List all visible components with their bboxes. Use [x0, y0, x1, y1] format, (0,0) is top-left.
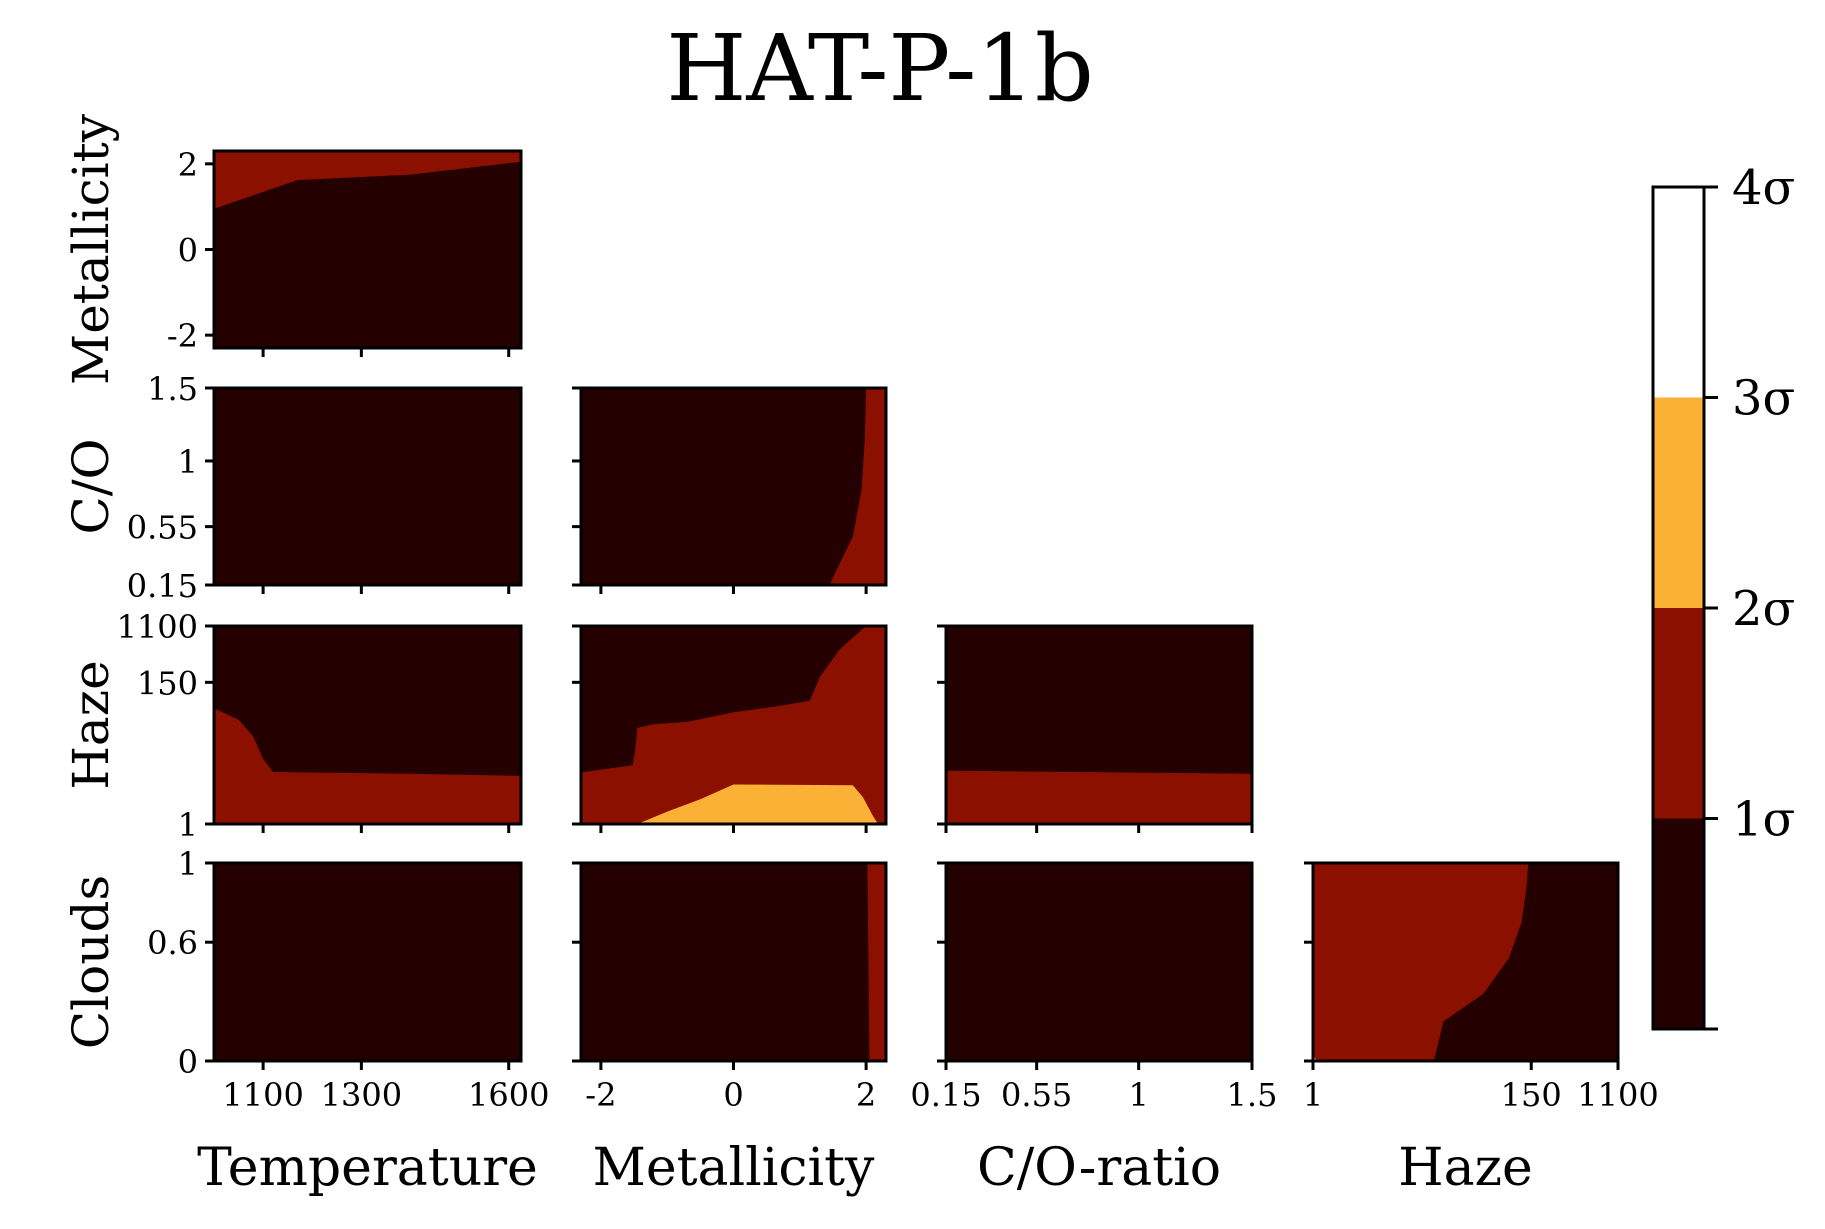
- panel-haze-vs-temp: 1 150 1100: [117, 608, 523, 844]
- sigma-1-region: [867, 863, 886, 1061]
- y-tick-label: 1: [178, 806, 198, 844]
- column-label-haze: Haze: [1398, 1138, 1533, 1198]
- panel-frame: [944, 624, 1254, 826]
- y-tick-label: 2: [178, 146, 198, 184]
- panel-frame: [1311, 861, 1620, 1063]
- colorbar-band: [1653, 608, 1704, 819]
- panel-background: [214, 388, 521, 585]
- x-tick-label: 150: [1501, 1076, 1562, 1114]
- y-tick-label: 0: [178, 232, 198, 270]
- panel-background: [581, 388, 886, 585]
- row-label-met: Metallicity: [62, 113, 120, 385]
- colorbar-band: [1653, 187, 1704, 398]
- panel-co-vs-met: [572, 386, 888, 594]
- colorbar-band: [1653, 397, 1704, 608]
- panel-frame: [212, 386, 523, 587]
- panel-haze-vs-met: [572, 624, 888, 833]
- y-tick-label: 0: [178, 1043, 198, 1081]
- x-tick-label: 1100: [222, 1076, 303, 1114]
- x-tick-label: 1.5: [1227, 1076, 1278, 1114]
- column-label-co: C/O-ratio: [977, 1138, 1221, 1198]
- y-tick-label: 0.6: [147, 924, 198, 962]
- panel-met-vs-temp: -2 0 2: [167, 146, 523, 357]
- sigma-1-region: [214, 151, 521, 209]
- panel-clouds-vs-met: -2 0 2: [572, 861, 888, 1114]
- column-label-temp: Temperature: [197, 1138, 538, 1198]
- colorbar-tick-label: 3σ: [1732, 371, 1795, 427]
- panel-frame: [944, 861, 1254, 1063]
- panel-frame: [212, 861, 523, 1063]
- sigma-2-region: [637, 784, 878, 824]
- y-tick-label: 1: [178, 845, 198, 883]
- x-tick-label: 1600: [468, 1076, 549, 1114]
- y-tick-label: 1.5: [147, 370, 198, 408]
- panel-haze-vs-co: [937, 624, 1254, 833]
- colorbar-tick-label: 4σ: [1732, 160, 1795, 216]
- panel-clouds-vs-haze: 1 150 1100: [1303, 861, 1659, 1114]
- chart-title: HAT-P-1b: [666, 15, 1094, 122]
- column-label-met: Metallicity: [593, 1138, 875, 1198]
- colorbar-tick-label: 2σ: [1732, 581, 1795, 637]
- x-tick-label: 1: [1303, 1076, 1323, 1114]
- colorbar-band: [1653, 818, 1704, 1029]
- panel-background: [214, 863, 521, 1061]
- panel-clouds-vs-temp: 0 0.6 1 1100 1300 1600: [147, 845, 549, 1114]
- y-tick-label: 0.55: [127, 509, 198, 547]
- row-label-clouds: Clouds: [62, 875, 120, 1049]
- y-tick-label: -2: [167, 317, 198, 355]
- row-label-haze: Haze: [62, 660, 120, 789]
- sigma-1-region: [1313, 863, 1529, 1061]
- panel-background: [581, 863, 886, 1061]
- panel-co-vs-temp: 0.15 0.55 1 1.5: [127, 370, 523, 605]
- sigma-1-region: [581, 626, 886, 824]
- x-tick-label: -2: [585, 1076, 616, 1114]
- panel-clouds-vs-co: 0.15 0.55 1 1.5: [910, 861, 1278, 1114]
- y-tick-label: 1: [178, 443, 198, 481]
- y-tick-label: 0.15: [127, 567, 198, 605]
- corner-panels: -2 0 2 0.15 0.55 1 1.5 1 150 1100 0 0.6 1 1100 1300 160…: [62, 113, 1659, 1198]
- x-tick-label: 1: [1128, 1076, 1148, 1114]
- sigma-1-region: [946, 770, 1252, 824]
- panel-frame: [212, 624, 523, 826]
- sigma-1-region: [214, 708, 521, 824]
- colorbar-tick-label: 1σ: [1732, 792, 1795, 848]
- x-tick-label: 0.15: [910, 1076, 981, 1114]
- panel-background: [946, 863, 1252, 1061]
- y-tick-label: 1100: [117, 608, 198, 646]
- x-tick-label: 2: [856, 1076, 876, 1114]
- y-tick-label: 150: [137, 664, 198, 702]
- x-tick-label: 1300: [321, 1076, 402, 1114]
- x-tick-label: 1100: [1577, 1076, 1658, 1114]
- sigma-1-region: [829, 388, 886, 585]
- row-label-co: C/O: [62, 438, 120, 534]
- x-tick-label: 0: [723, 1076, 743, 1114]
- colorbar: 1σ 2σ 3σ 4σ: [1651, 160, 1795, 1031]
- x-tick-label: 0.55: [1001, 1076, 1072, 1114]
